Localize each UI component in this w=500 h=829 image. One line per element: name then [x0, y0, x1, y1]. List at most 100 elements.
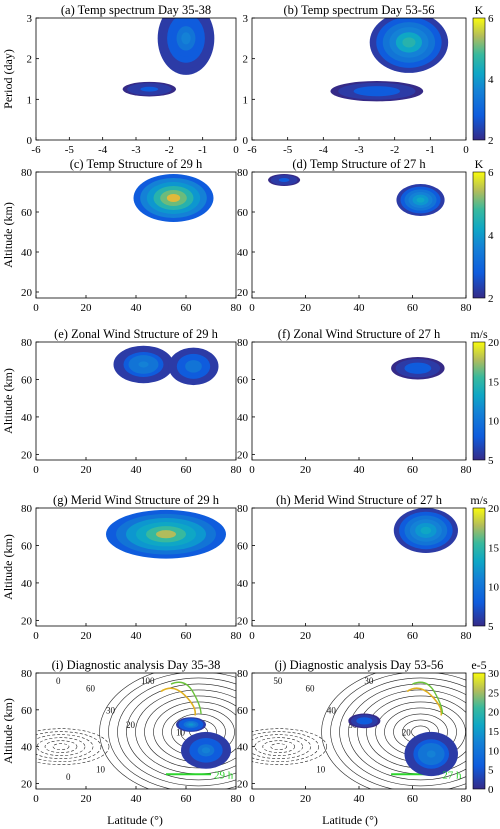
- plot-area: [393, 508, 458, 553]
- x-tick-label: 40: [131, 302, 143, 314]
- colorbar-tick-label: 25: [488, 687, 500, 699]
- x-tick-label: 60: [181, 630, 193, 642]
- contour-line-dashed: [254, 737, 304, 756]
- y-tick-label: 60: [21, 540, 33, 552]
- y-tick-label: 80: [237, 337, 249, 349]
- y-tick-label: 40: [21, 412, 33, 424]
- x-tick-label: 80: [461, 302, 473, 314]
- y-tick-label: 2: [243, 54, 249, 66]
- y-axis-label: Altitude (km): [1, 534, 15, 600]
- y-tick-label: 60: [237, 374, 249, 386]
- x-tick-label: 0: [249, 464, 255, 476]
- contour-fill: [181, 32, 191, 45]
- panel-title: (i) Diagnostic analysis Day 35-38: [52, 658, 221, 672]
- contour-fill: [420, 526, 432, 535]
- x-tick-label: 40: [354, 793, 366, 805]
- colorbar-unit: e-5: [471, 658, 486, 672]
- y-tick-label: 80: [237, 167, 249, 179]
- contour-label: 10: [96, 764, 106, 774]
- contour-fill: [369, 89, 385, 93]
- y-axis-label: Altitude (km): [1, 368, 15, 434]
- colorbar-unit: m/s: [470, 493, 488, 507]
- colorbar-gradient: [472, 672, 486, 790]
- colorbar-tick-label: 6: [488, 167, 494, 179]
- contour-fill: [416, 197, 425, 203]
- plot-area: [106, 509, 226, 559]
- panel-a: -6 -5 -4 -3 -2 -1 0 0 1 2 3 (a) Temp spectrum Day 3…: [1, 3, 239, 156]
- plot-area: 50603040302010: [252, 673, 466, 789]
- x-tick-label: 20: [300, 793, 312, 805]
- x-tick-label: 0: [249, 302, 255, 314]
- colorbar-tick-label: 5: [488, 621, 494, 633]
- x-tick-label: 60: [181, 302, 193, 314]
- x-tick-label: 20: [81, 302, 93, 314]
- x-tick-label: 60: [181, 464, 193, 476]
- y-tick-label: 80: [21, 668, 33, 680]
- x-tick-label: 60: [407, 464, 419, 476]
- y-tick-label: 20: [21, 449, 33, 461]
- plot-area: [113, 345, 219, 386]
- colorbar-tick-label: 4: [488, 230, 494, 242]
- x-tick-label: 60: [407, 302, 419, 314]
- contour-line-green: [170, 681, 202, 715]
- x-tick-label: 20: [300, 630, 312, 642]
- x-tick-label: -4: [98, 144, 108, 156]
- contour-line-orange: [406, 687, 443, 716]
- y-tick-label: 20: [237, 449, 249, 461]
- colorbar-tick-label: 2: [488, 135, 494, 147]
- y-tick-label: 60: [21, 705, 33, 717]
- colorbar-unit: K: [475, 3, 484, 17]
- y-tick-label: 40: [21, 247, 33, 259]
- contour-fill: [188, 723, 194, 726]
- x-tick-label: -1: [426, 144, 435, 156]
- x-tick-label: -6: [247, 144, 257, 156]
- panel-title: (b) Temp spectrum Day 53-56: [284, 3, 435, 17]
- x-tick-label: -1: [198, 144, 207, 156]
- contour-label: 60: [306, 683, 316, 693]
- x-tick-label: 60: [181, 793, 193, 805]
- contour-line-dashed: [270, 743, 288, 750]
- y-tick-label: 60: [21, 207, 33, 219]
- x-tick-label: -6: [31, 144, 41, 156]
- y-tick-label: 60: [237, 705, 249, 717]
- x-tick-label: 80: [231, 464, 243, 476]
- colorbar-tick-label: 15: [488, 726, 500, 738]
- colorbar-gradient: [472, 341, 486, 461]
- y-tick-label: 60: [21, 374, 33, 386]
- panel-title: (d) Temp Structure of 27 h: [292, 157, 426, 171]
- x-axis-label-left: Latitude (°): [107, 813, 163, 827]
- y-tick-label: 2: [27, 54, 33, 66]
- x-tick-label: 0: [33, 464, 39, 476]
- panel-title: (f) Zonal Wind Structure of 27 h: [278, 327, 441, 341]
- y-tick-label: 20: [237, 778, 249, 790]
- contour-line-dashed: [36, 734, 94, 759]
- y-tick-label: 80: [21, 503, 33, 515]
- contour-label: 30: [364, 676, 374, 686]
- colorbar-tick-label: 15: [488, 376, 500, 388]
- colorbar-tick-label: 20: [488, 707, 500, 719]
- y-tick-label: 80: [21, 337, 33, 349]
- colorbar-gradient: [472, 507, 486, 627]
- colorbar-unit: m/s: [470, 327, 488, 341]
- contour-line-orange: [160, 687, 197, 716]
- y-axis-label: Period (day): [1, 49, 15, 109]
- x-tick-label: -5: [65, 144, 75, 156]
- contour-line-dashed: [36, 737, 86, 756]
- contour-fill: [156, 530, 176, 539]
- x-tick-label: 80: [231, 793, 243, 805]
- plot-area: [268, 174, 445, 216]
- x-tick-label: 0: [33, 302, 39, 314]
- y-axis-label: Altitude (km): [1, 698, 15, 764]
- contour-label: 10: [176, 728, 186, 738]
- panel-title: (a) Temp spectrum Day 35-38: [61, 3, 211, 17]
- contour-fill: [138, 361, 149, 368]
- y-tick-label: 40: [21, 578, 33, 590]
